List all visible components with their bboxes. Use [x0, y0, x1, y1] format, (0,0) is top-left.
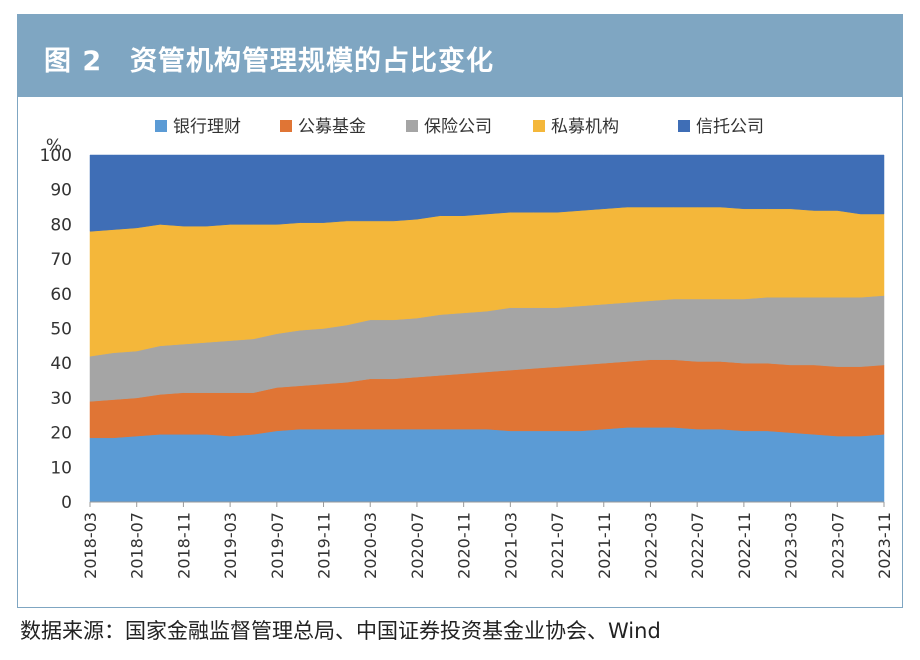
x-tick-label: 2020-07	[408, 512, 427, 579]
x-tick-label: 2023-11	[875, 512, 894, 579]
y-tick-label: 30	[50, 389, 72, 409]
x-tick-label: 2019-11	[315, 512, 334, 579]
figure-number: 图 2	[44, 46, 103, 77]
x-tick-label: 2019-07	[268, 512, 287, 579]
area-5	[89, 154, 885, 232]
y-tick-label: 60	[50, 285, 72, 305]
x-tick-label: 2018-03	[81, 512, 100, 579]
legend-label: 保险公司	[424, 117, 492, 137]
y-tick-label: 100	[40, 146, 72, 166]
x-tick-label: 2021-11	[595, 512, 614, 579]
y-axis-unit: %	[46, 136, 62, 156]
y-tick-label: 40	[50, 354, 72, 374]
y-tick-label: 0	[61, 493, 72, 513]
y-tick-label: 80	[50, 215, 72, 235]
x-tick-label: 2022-03	[641, 512, 660, 579]
legend-label: 银行理财	[173, 117, 241, 137]
legend-swatch	[280, 120, 292, 132]
figure-frame: 图 2 资管机构管理规模的占比变化 0 10 20 30 40 50 60 70 80 90 100…	[17, 14, 903, 608]
y-tick-label: 10	[50, 458, 72, 478]
y-tick-label: 50	[50, 320, 72, 340]
figure-title-bar: 图 2 资管机构管理规模的占比变化	[18, 15, 902, 97]
legend-swatch	[155, 120, 167, 132]
legend-swatch	[406, 120, 418, 132]
x-tick-label: 2019-03	[221, 512, 240, 579]
y-tick-label: 70	[50, 250, 72, 270]
x-tick-label: 2023-07	[828, 512, 847, 579]
x-tick-label: 2023-03	[782, 512, 801, 579]
area-1	[89, 427, 885, 503]
x-tick-label: 2018-07	[128, 512, 147, 579]
legend-swatch	[678, 120, 690, 132]
legend-label: 信托公司	[696, 117, 764, 137]
figure-title: 资管机构管理规模的占比变化	[130, 46, 494, 77]
x-tick-label: 2021-07	[548, 512, 567, 579]
x-tick-label: 2021-03	[501, 512, 520, 579]
data-source: 数据来源：国家金融监督管理总局、中国证券投资基金业协会、Wind	[20, 619, 661, 643]
legend-label: 公募基金	[298, 117, 366, 137]
legend-label: 私募机构	[551, 117, 619, 137]
x-tick-label: 2022-11	[735, 512, 754, 579]
x-tick-label: 2022-07	[688, 512, 707, 579]
y-tick-label: 20	[50, 424, 72, 444]
x-tick-label: 2018-11	[174, 512, 193, 579]
x-tick-label: 2020-03	[361, 512, 380, 579]
stacked-area-chart: 0 10 20 30 40 50 60 70 80 90 100% 2018-03 2018-07 201…	[40, 117, 894, 579]
x-tick-label: 2020-11	[455, 512, 474, 579]
y-tick-label: 90	[50, 181, 72, 201]
legend-swatch	[533, 120, 545, 132]
